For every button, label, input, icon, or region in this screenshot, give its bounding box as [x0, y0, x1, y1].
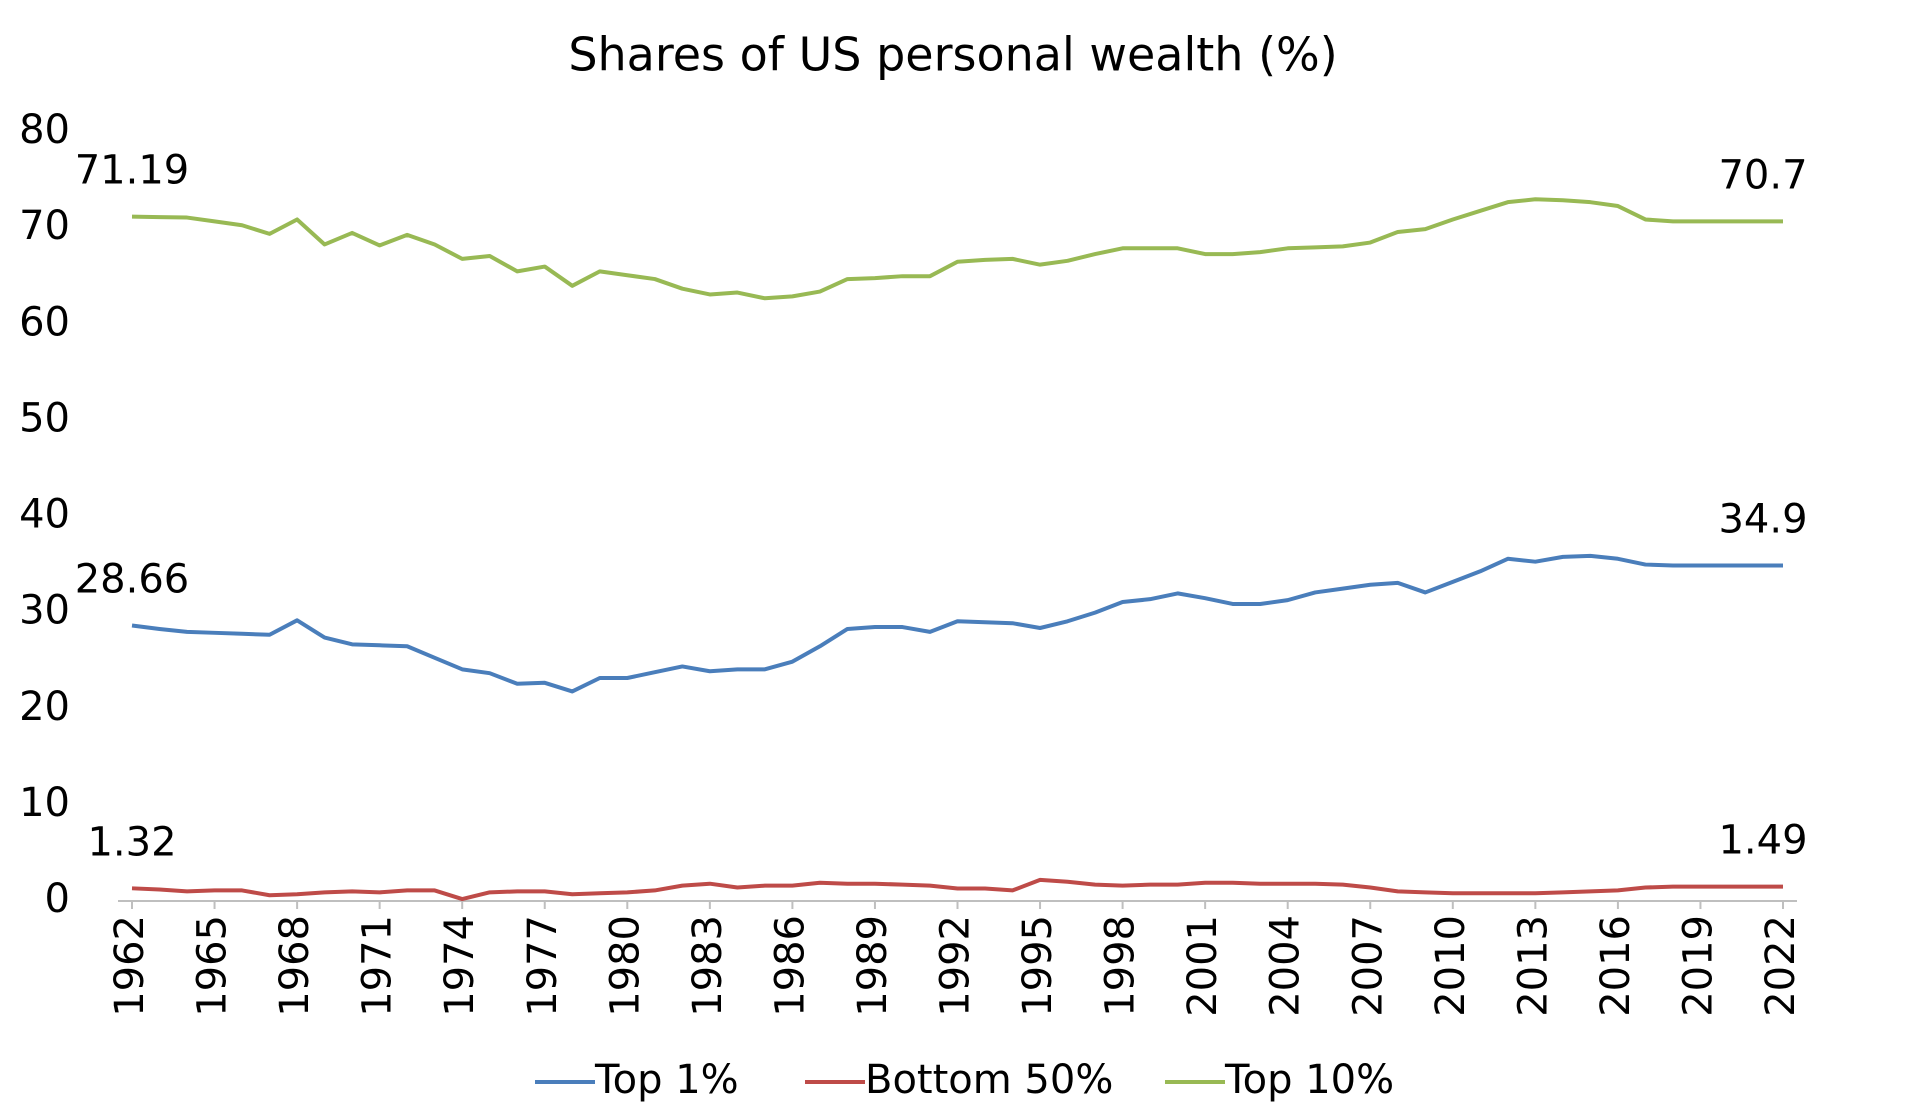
- x-tick-label: 1968: [272, 915, 318, 1017]
- x-tick-label: 2001: [1180, 915, 1226, 1017]
- x-tick-label: 1989: [850, 915, 896, 1017]
- x-tick-label: 1992: [933, 915, 979, 1017]
- y-tick-label: 80: [19, 107, 70, 153]
- x-tick-label: 1998: [1098, 915, 1144, 1017]
- x-tick-label: 2010: [1428, 915, 1474, 1017]
- y-tick-label: 10: [19, 780, 70, 826]
- x-tick-label: 1986: [767, 915, 813, 1017]
- data-label: 1.49: [1718, 818, 1807, 864]
- y-tick-label: 30: [19, 588, 70, 634]
- y-tick-label: 0: [45, 876, 70, 922]
- series-line: [131, 553, 1783, 694]
- series-line: [131, 197, 1783, 301]
- x-tick-label: 1995: [1015, 915, 1061, 1017]
- x-tick-label: 2022: [1758, 915, 1804, 1017]
- x-tick-label: 1980: [602, 915, 648, 1017]
- y-tick-label: 70: [19, 203, 70, 249]
- y-tick-label: 60: [19, 299, 70, 345]
- data-label: 71.19: [75, 148, 190, 194]
- x-tick-label: 1983: [685, 915, 731, 1017]
- x-tick-label: 1971: [355, 915, 401, 1017]
- x-tick-label: 1962: [107, 915, 153, 1017]
- y-tick-label: 20: [19, 684, 70, 730]
- x-tick-label: 2004: [1263, 915, 1309, 1017]
- x-tick-label: 1965: [190, 915, 236, 1017]
- x-tick-label: 1977: [520, 915, 566, 1017]
- chart-title: Shares of US personal wealth (%): [568, 28, 1337, 82]
- x-tick-label: 2016: [1593, 915, 1639, 1017]
- data-label: 28.66: [75, 557, 190, 603]
- legend-label: Bottom 50%: [865, 1057, 1113, 1103]
- y-tick-label: 40: [19, 492, 70, 538]
- x-tick-label: 2019: [1675, 915, 1721, 1017]
- data-label: 1.32: [87, 819, 176, 865]
- x-tick-label: 2013: [1510, 915, 1556, 1017]
- y-tick-label: 50: [19, 395, 70, 441]
- x-tick-label: 2007: [1345, 915, 1391, 1017]
- legend-label: Top 1%: [594, 1057, 739, 1103]
- legend-label: Top 10%: [1224, 1057, 1394, 1103]
- series-line: [131, 877, 1784, 902]
- data-label: 34.9: [1718, 497, 1807, 543]
- data-label: 70.7: [1718, 152, 1807, 198]
- x-tick-label: 1974: [437, 915, 483, 1017]
